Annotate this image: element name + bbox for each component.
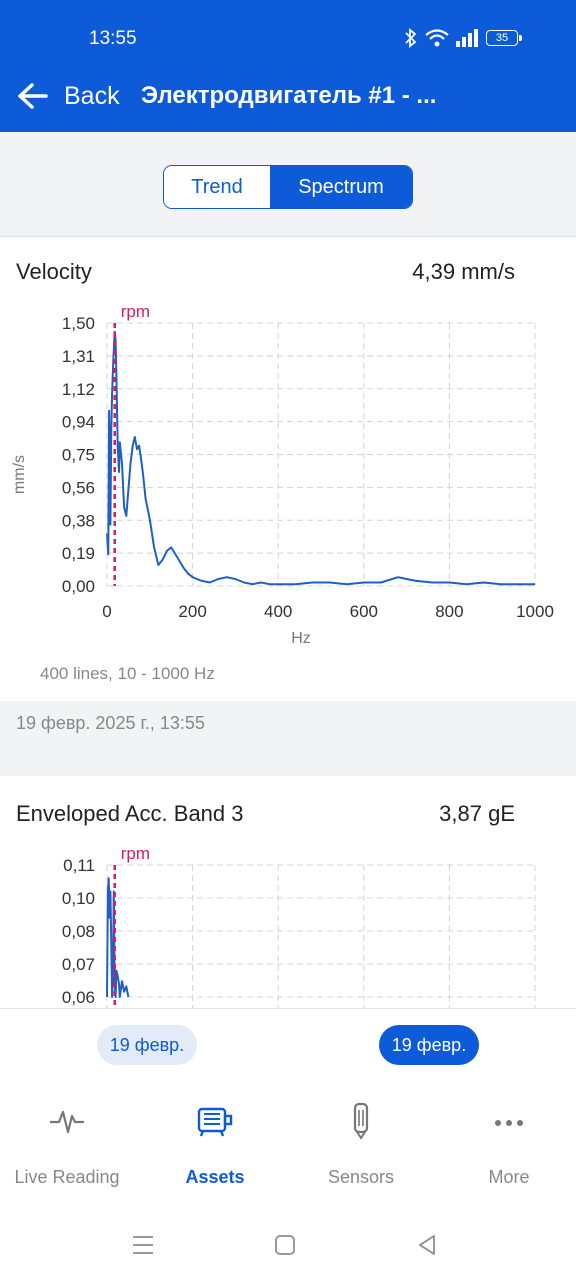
velocity-value: 4,39 mm/s bbox=[412, 259, 515, 284]
battery-icon: 35 bbox=[486, 30, 522, 46]
nav-more[interactable]: More bbox=[437, 1100, 576, 1188]
signal-icon bbox=[456, 29, 478, 47]
tab-spectrum[interactable]: Spectrum bbox=[270, 166, 412, 208]
y-tick-label: 0,19 bbox=[62, 544, 95, 563]
y-tick-label: 0,11 bbox=[63, 856, 95, 875]
x-tick-label: 800 bbox=[435, 602, 463, 621]
nav-label-live-reading: Live Reading bbox=[14, 1167, 120, 1187]
tab-trend[interactable]: Trend bbox=[164, 166, 270, 208]
y-tick-label: 1,31 bbox=[62, 347, 95, 366]
rpm-marker-label: rpm bbox=[121, 302, 150, 321]
y-tick-label: 0,08 bbox=[62, 922, 95, 941]
y-axis-label: mm/s bbox=[11, 455, 28, 494]
pulse-icon bbox=[50, 1110, 84, 1134]
y-tick-label: 1,12 bbox=[62, 380, 95, 399]
date-pill-start[interactable]: 19 февр. bbox=[97, 1025, 197, 1065]
y-tick-label: 0,38 bbox=[62, 511, 95, 530]
x-tick-label: 600 bbox=[350, 602, 378, 621]
home-icon[interactable] bbox=[270, 1230, 300, 1260]
enveloped-value: 3,87 gE bbox=[439, 801, 515, 826]
x-tick-label: 1000 bbox=[516, 602, 554, 621]
velocity-spectrum-chart[interactable]: 0,00 0,19 0,38 0,56 0,75 0,94 1,12 1,31 1,50 0 200… bbox=[0, 295, 576, 655]
divider bbox=[0, 236, 576, 237]
nav-assets[interactable]: Assets bbox=[143, 1100, 287, 1188]
sensor-icon bbox=[353, 1102, 369, 1140]
nav-label-assets: Assets bbox=[185, 1167, 245, 1187]
nav-sensors[interactable]: Sensors bbox=[289, 1100, 433, 1188]
enveloped-spectrum-chart[interactable]: 0,06 0,07 0,08 0,10 0,11 rpm bbox=[0, 837, 576, 1008]
recents-icon[interactable] bbox=[128, 1230, 158, 1260]
wifi-icon bbox=[425, 29, 449, 47]
status-bar: 13:55 35 bbox=[0, 0, 576, 66]
view-segmented-control: Trend Spectrum bbox=[163, 165, 413, 209]
more-dots-icon bbox=[495, 1120, 523, 1126]
status-time: 13:55 bbox=[89, 28, 137, 49]
spectrum-series-line bbox=[106, 330, 535, 586]
lines-info: 400 lines, 10 - 1000 Hz bbox=[40, 664, 215, 683]
x-axis-label: Hz bbox=[291, 630, 311, 647]
spectrum-series-line bbox=[106, 877, 130, 998]
bluetooth-icon bbox=[405, 28, 417, 48]
nav-live-reading[interactable]: Live Reading bbox=[0, 1100, 139, 1188]
battery-level: 35 bbox=[495, 32, 509, 44]
x-tick-label: 0 bbox=[102, 602, 111, 621]
status-icons: 35 bbox=[404, 26, 522, 50]
y-tick-label: 0,06 bbox=[62, 988, 95, 1007]
x-tick-label: 200 bbox=[178, 602, 206, 621]
velocity-title: Velocity bbox=[16, 259, 92, 284]
back-button[interactable]: Back bbox=[64, 82, 120, 110]
enveloped-title: Enveloped Acc. Band 3 bbox=[16, 801, 244, 826]
page-title: Электродвигатель #1 - ... bbox=[141, 82, 437, 109]
back-nav-icon[interactable] bbox=[412, 1230, 442, 1260]
nav-label-more: More bbox=[488, 1167, 530, 1187]
y-tick-label: 0,75 bbox=[62, 446, 95, 465]
y-tick-label: 0,07 bbox=[62, 955, 95, 974]
y-tick-label: 0,00 bbox=[62, 577, 95, 596]
rpm-marker-label: rpm bbox=[121, 844, 150, 863]
y-tick-label: 0,94 bbox=[62, 413, 95, 432]
motor-icon bbox=[197, 1107, 233, 1137]
date-pill-end[interactable]: 19 февр. bbox=[379, 1025, 479, 1065]
y-tick-label: 0,56 bbox=[62, 478, 95, 497]
back-arrow-icon[interactable] bbox=[16, 81, 50, 111]
y-tick-label: 0,10 bbox=[62, 889, 95, 908]
nav-label-sensors: Sensors bbox=[327, 1167, 395, 1187]
app-bar bbox=[0, 66, 576, 132]
date-band bbox=[0, 701, 576, 776]
y-tick-label: 1,50 bbox=[62, 314, 95, 333]
measurement-date: 19 февр. 2025 г., 13:55 bbox=[16, 713, 205, 733]
x-tick-label: 400 bbox=[264, 602, 292, 621]
